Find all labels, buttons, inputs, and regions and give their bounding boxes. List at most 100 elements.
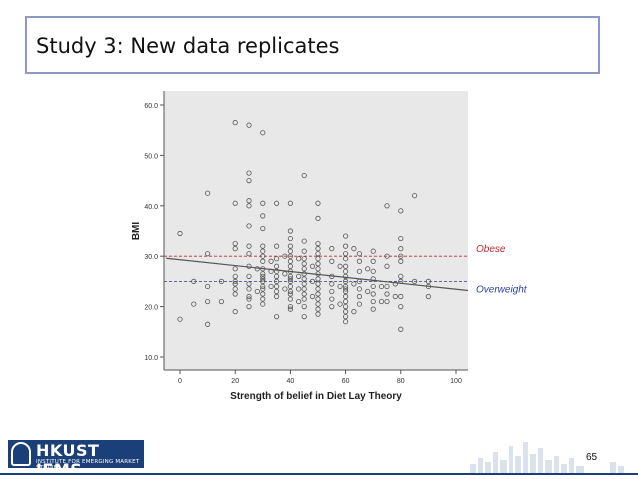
data-point (205, 321, 211, 327)
x-tick-label: 40 (287, 378, 295, 385)
data-points (177, 120, 431, 332)
data-point (260, 225, 266, 232)
data-point (315, 301, 321, 307)
data-point (273, 256, 280, 262)
y-tick-label: 40.0 (144, 204, 158, 211)
data-point (342, 293, 349, 300)
data-point (287, 296, 293, 302)
axes: 10.0 20.0 30.0 40.0 50.0 60.0 0 20 40 60 80 100 (144, 91, 468, 385)
data-point (260, 278, 266, 284)
data-point (260, 213, 266, 219)
hkust-iems-logo: HKUST IEMS INSTITUTE FOR EMERGING MARKET… (8, 440, 144, 479)
y-tick-label: 30.0 (144, 254, 158, 261)
data-point (365, 288, 371, 295)
data-point (273, 278, 280, 284)
data-point (342, 243, 349, 249)
data-point (301, 281, 307, 287)
data-point (260, 266, 266, 272)
data-point (246, 170, 252, 176)
data-point (356, 301, 362, 307)
data-point (342, 283, 349, 290)
data-point (191, 301, 197, 307)
data-point (370, 298, 376, 305)
data-point (342, 251, 349, 257)
data-point (342, 263, 349, 269)
data-point (370, 276, 376, 282)
data-point (287, 291, 293, 297)
data-point (378, 283, 385, 290)
data-point (329, 273, 335, 279)
data-point (342, 303, 349, 310)
data-point (268, 283, 274, 290)
data-point (268, 258, 274, 264)
data-point (315, 251, 321, 257)
x-tick-label: 0 (178, 378, 182, 385)
data-point (246, 198, 252, 204)
data-point (246, 223, 252, 229)
data-point (342, 268, 349, 274)
data-point (342, 233, 349, 239)
data-point (301, 172, 307, 179)
data-point (398, 273, 404, 279)
data-point (246, 178, 252, 184)
data-point (425, 293, 431, 300)
data-point (296, 298, 302, 305)
data-point (218, 278, 224, 284)
data-point (287, 303, 293, 310)
data-point (315, 261, 321, 267)
data-point (273, 288, 280, 295)
x-axis-label: Strength of belief in Diet Lay Theory (230, 391, 402, 402)
data-point (282, 253, 288, 259)
data-point (260, 271, 266, 277)
data-point (342, 309, 349, 315)
data-point (398, 253, 404, 259)
data-point (398, 303, 404, 310)
data-point (246, 263, 252, 269)
data-point (315, 291, 321, 297)
data-point (260, 283, 266, 290)
data-point (342, 288, 349, 295)
data-point (342, 273, 349, 279)
data-point (342, 298, 349, 305)
data-point (315, 271, 321, 277)
data-point (370, 306, 376, 312)
data-point (356, 268, 362, 274)
data-point (370, 258, 376, 264)
data-point (246, 243, 252, 249)
data-point (329, 296, 335, 302)
data-point (191, 278, 197, 284)
data-point (411, 193, 418, 199)
data-point (315, 241, 321, 247)
y-tick-label: 10.0 (144, 355, 158, 362)
data-point (287, 253, 293, 259)
data-point (398, 293, 404, 300)
data-point (398, 258, 404, 264)
data-point (254, 288, 260, 295)
data-point (301, 303, 307, 310)
data-point (260, 248, 266, 254)
data-point (329, 281, 335, 287)
data-point (268, 268, 274, 274)
data-point (356, 251, 362, 257)
data-point (356, 258, 362, 264)
data-point (177, 316, 183, 322)
data-point (315, 311, 321, 317)
data-point (287, 228, 293, 234)
data-point (301, 238, 307, 244)
data-point (205, 251, 211, 257)
data-point (273, 314, 280, 320)
logo-emblem-icon (11, 442, 31, 466)
data-point (392, 293, 398, 300)
data-point (205, 298, 211, 305)
data-point (315, 200, 321, 206)
x-tick-label: 20 (231, 378, 239, 385)
data-point (287, 200, 293, 206)
data-point (232, 246, 238, 252)
data-point (273, 243, 280, 249)
data-point (356, 286, 362, 292)
data-point (425, 278, 431, 284)
data-point (273, 263, 280, 269)
slide-title-box: Study 3: New data replicates (25, 16, 600, 74)
data-point (315, 306, 321, 312)
